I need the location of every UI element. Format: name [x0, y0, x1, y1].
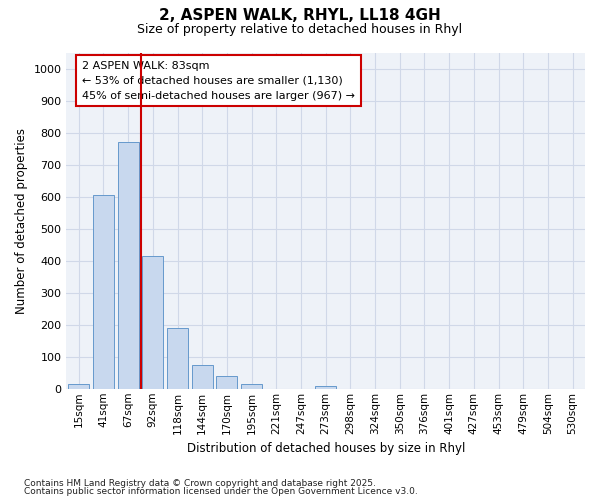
Text: 2 ASPEN WALK: 83sqm
← 53% of detached houses are smaller (1,130)
45% of semi-det: 2 ASPEN WALK: 83sqm ← 53% of detached ho… [82, 61, 355, 100]
Text: Contains HM Land Registry data © Crown copyright and database right 2025.: Contains HM Land Registry data © Crown c… [24, 478, 376, 488]
Bar [192, 364, 213, 389]
Text: Size of property relative to detached houses in Rhyl: Size of property relative to detached ho… [137, 22, 463, 36]
Bar [241, 384, 262, 389]
Bar [315, 386, 336, 389]
Bar [68, 384, 89, 389]
Bar [167, 328, 188, 389]
Bar [142, 256, 163, 389]
Text: Contains public sector information licensed under the Open Government Licence v3: Contains public sector information licen… [24, 487, 418, 496]
Text: 2, ASPEN WALK, RHYL, LL18 4GH: 2, ASPEN WALK, RHYL, LL18 4GH [159, 8, 441, 22]
Y-axis label: Number of detached properties: Number of detached properties [15, 128, 28, 314]
Bar [118, 142, 139, 389]
Bar [93, 195, 114, 389]
Bar [217, 376, 238, 389]
X-axis label: Distribution of detached houses by size in Rhyl: Distribution of detached houses by size … [187, 442, 465, 455]
